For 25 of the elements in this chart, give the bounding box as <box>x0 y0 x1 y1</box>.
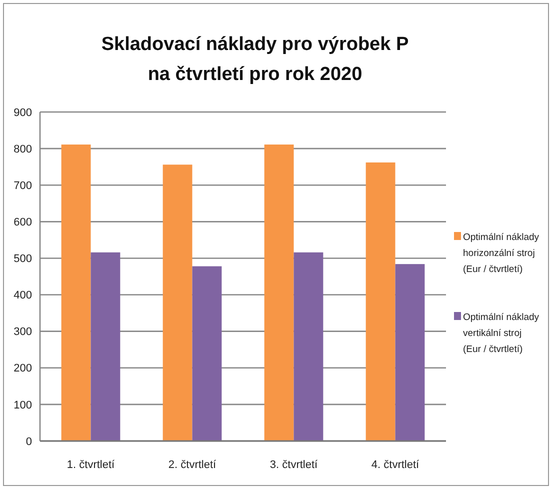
y-tick-label: 800 <box>14 143 32 156</box>
y-tick-label: 600 <box>14 216 32 229</box>
legend-label: Optimální náklady horizonzální stroj (Eur / čtvrtletí) <box>463 232 540 275</box>
y-tick-label: 700 <box>14 180 32 192</box>
y-tick-label: 900 <box>14 106 32 119</box>
bar <box>192 266 222 441</box>
chart-title: Skladovací náklady pro výrobek P na čtvrtletí pro rok 2020 <box>101 34 409 85</box>
y-tick-label: 200 <box>14 362 32 375</box>
bar <box>294 252 324 441</box>
bar <box>366 162 396 441</box>
bar <box>61 144 91 441</box>
bar <box>162 164 192 441</box>
legend-label: Optimální náklady vertikální stroj (Eur / čtvrtletí) <box>463 312 540 355</box>
y-tick-label: 0 <box>26 436 32 448</box>
bar <box>264 144 294 441</box>
y-tick-label: 300 <box>14 326 32 338</box>
y-tick-label: 100 <box>14 399 32 412</box>
x-tick-label: 3. čtvrtletí <box>270 459 319 471</box>
x-tick-label: 4. čtvrtletí <box>371 459 420 471</box>
bar <box>395 264 425 441</box>
x-tick-label: 1. čtvrtletí <box>66 459 116 471</box>
x-tick-label: 2. čtvrtletí <box>168 459 218 471</box>
bar <box>90 252 120 441</box>
y-tick-label: 500 <box>14 253 32 266</box>
y-tick-label: 400 <box>14 290 32 302</box>
